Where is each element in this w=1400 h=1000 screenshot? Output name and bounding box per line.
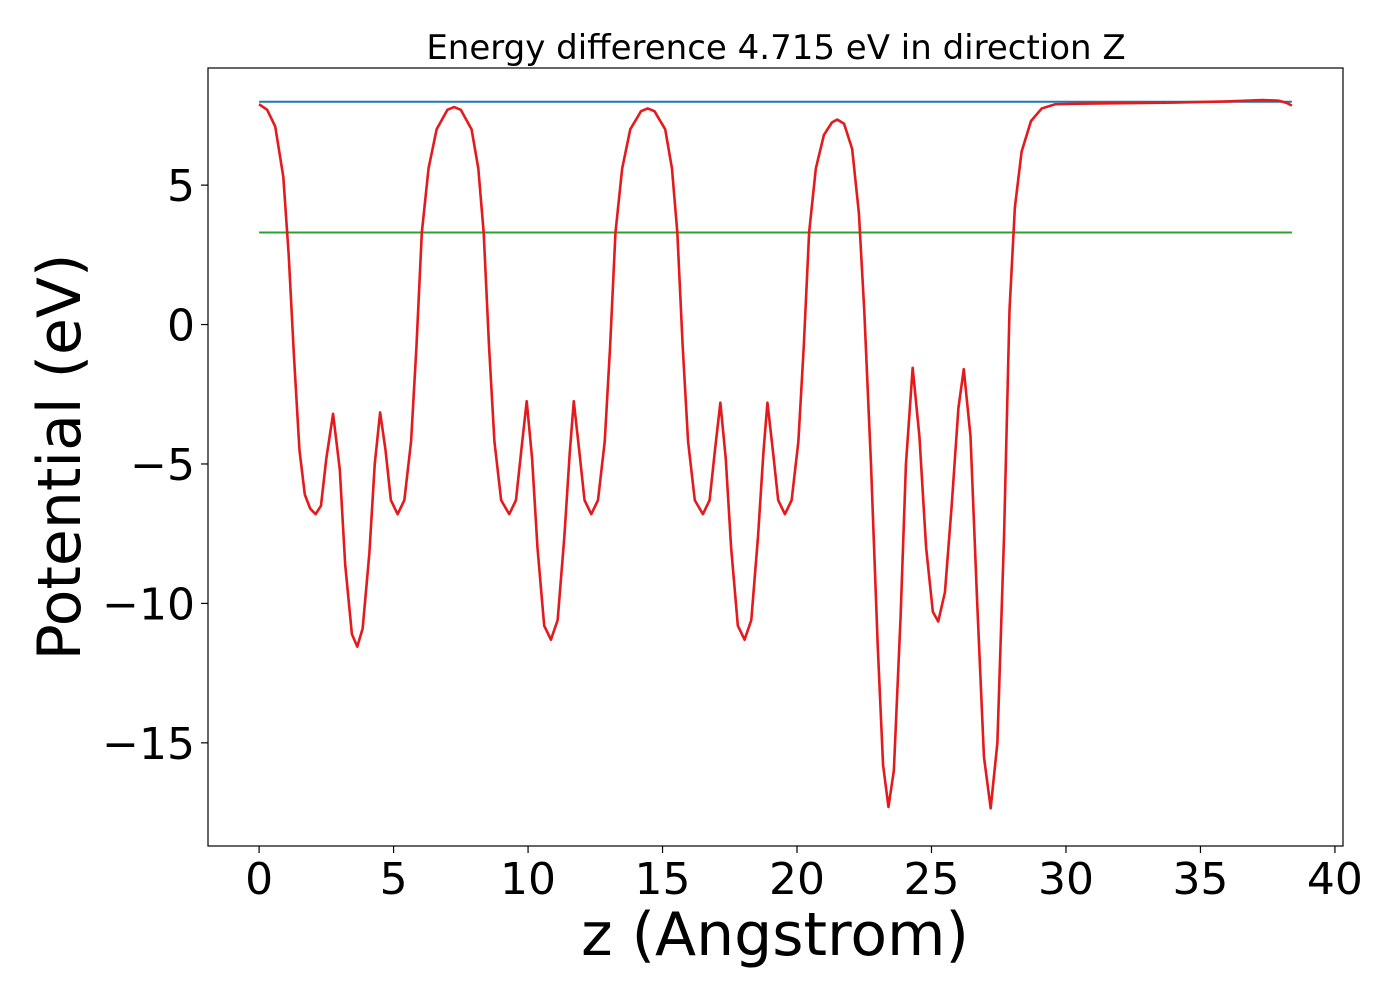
y-tick-label: −15: [102, 719, 195, 770]
y-tick-label: 5: [167, 161, 195, 212]
y-tick-label: 0: [167, 301, 195, 352]
series-line-planar-average-potential: [258, 98, 1293, 810]
x-tick-label: 40: [1307, 854, 1363, 905]
plot-frame: [207, 67, 1344, 847]
x-axis-label: z (Angstrom): [581, 900, 969, 970]
y-axis: −15 −10 −5 0 5: [102, 161, 208, 770]
x-tick-label: 0: [245, 854, 273, 905]
x-tick-label: 20: [769, 854, 825, 905]
series-layer: [258, 98, 1293, 810]
y-axis-label: Potential (eV): [25, 254, 95, 661]
y-tick-label: −10: [102, 579, 195, 630]
x-tick-label: 30: [1038, 854, 1094, 905]
y-tick-label: −5: [130, 440, 195, 491]
x-tick-label: 15: [635, 854, 691, 905]
x-axis: 0 5 10 15 20 25 30 35 40: [245, 846, 1363, 905]
chart-title: Energy difference 4.715 eV in direction …: [426, 28, 1125, 68]
x-tick-label: 5: [380, 854, 408, 905]
x-tick-label: 35: [1172, 854, 1228, 905]
x-tick-label: 25: [903, 854, 959, 905]
x-tick-label: 10: [500, 854, 556, 905]
